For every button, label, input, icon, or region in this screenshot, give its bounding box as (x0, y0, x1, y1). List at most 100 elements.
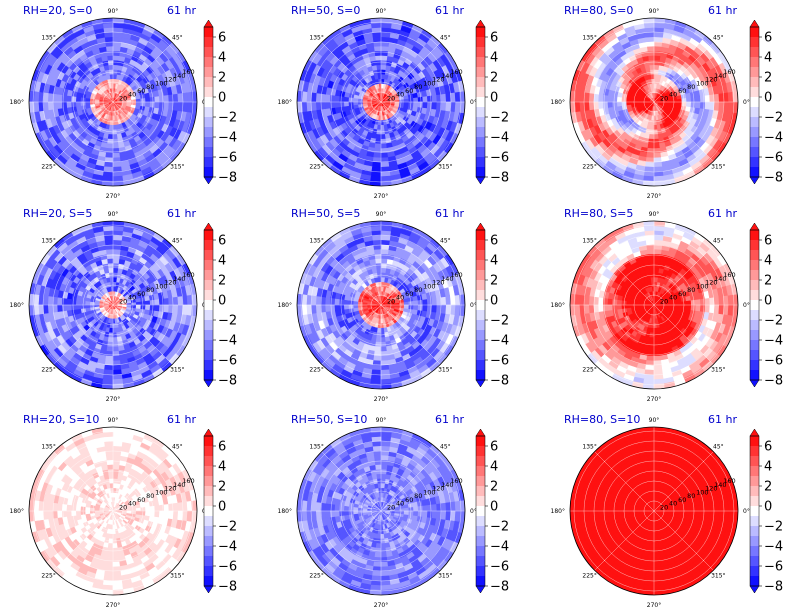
radial-tick-label: 80 (146, 83, 154, 91)
colorbar-segment (476, 107, 485, 118)
grid-spoke (112, 101, 173, 162)
colorbar-tick-label: 6 (764, 31, 772, 46)
angle-label: 180° (278, 99, 292, 106)
heat-cell (112, 73, 117, 80)
heat-cell (372, 239, 382, 246)
heat-cell (650, 323, 655, 329)
colorbar-tick-label: 4 (218, 51, 226, 66)
heat-cell (651, 115, 655, 121)
heat-cell (607, 95, 613, 103)
colorbar-segment (476, 117, 485, 128)
heat-cell (324, 101, 331, 110)
colorbar-segment (476, 320, 485, 331)
colorbar-segment (204, 167, 213, 178)
colorbar-segment (476, 230, 485, 241)
heat-cell (645, 36, 655, 43)
heat-cell (105, 147, 114, 154)
heat-cell (699, 101, 706, 110)
heat-cell (112, 239, 122, 246)
colorbar-segment (476, 260, 485, 271)
heat-cell (329, 94, 336, 103)
heat-cell (110, 115, 114, 121)
heat-cell (112, 50, 121, 57)
colorbar-segment (476, 330, 485, 341)
colorbar-segment (204, 67, 213, 78)
colorbar-tick-label: 4 (490, 51, 498, 66)
heat-cell (75, 96, 81, 103)
radial-tick-label: 60 (678, 87, 686, 95)
heat-cell (373, 50, 382, 57)
colorbar-segment (204, 370, 213, 381)
heat-cell (163, 94, 170, 103)
panel-title: RH=20, S=5 (23, 207, 92, 220)
heat-cell (112, 281, 117, 287)
angle-label: 315° (170, 366, 184, 373)
colorbar-segment (476, 157, 485, 168)
heat-cell (109, 323, 114, 329)
colorbar-segment (204, 117, 213, 128)
heat-cell (380, 281, 385, 287)
heat-cell (158, 94, 165, 103)
heat-cell (56, 94, 63, 103)
angle-label: 135° (41, 35, 55, 42)
colorbar-tick-label: −4 (764, 131, 783, 146)
radial-tick-label: 100 (423, 79, 435, 87)
angle-label: 180° (551, 99, 565, 106)
colorbar-segment (750, 27, 759, 38)
heat-cell (47, 101, 54, 111)
heat-cell (84, 98, 91, 103)
colorbar-segment (476, 340, 485, 351)
radial-tick-label: 160 (182, 271, 194, 279)
heat-cell (431, 101, 438, 110)
heat-cell (89, 301, 95, 306)
heat-cell (653, 73, 658, 80)
colorbar-segment (750, 97, 759, 108)
colorbar-extend-max (203, 222, 214, 231)
heat-cell (158, 297, 165, 306)
heat-cell (163, 297, 170, 306)
colorbar-segment (204, 37, 213, 48)
angle-label: 225° (309, 163, 323, 170)
colorbar-segment (750, 117, 759, 128)
heat-cell (650, 124, 655, 131)
colorbar-tick-label: 2 (490, 71, 498, 86)
heat-cell (373, 45, 382, 52)
colorbar-extend-max (749, 19, 760, 28)
heat-cell (135, 304, 142, 309)
heat-cell (440, 101, 447, 111)
heat-cell (650, 327, 655, 334)
panel-title: RH=80, S=0 (564, 4, 633, 17)
radial-tick-label: 80 (687, 83, 695, 91)
heat-cell (106, 143, 114, 149)
heat-cell (94, 302, 100, 306)
colorbar-segment (750, 157, 759, 168)
heat-cell (373, 152, 382, 159)
heat-cell (653, 45, 662, 52)
colorbar-tick-label: 4 (490, 254, 498, 269)
heat-cell (343, 299, 349, 306)
angle-label: 225° (41, 163, 55, 170)
heat-cell (112, 147, 121, 154)
heat-cell (112, 78, 117, 84)
heat-cell (374, 258, 382, 264)
heat-cell (61, 304, 68, 313)
colorbar-segment (750, 47, 759, 58)
colorbar-segment (750, 137, 759, 148)
heatmap-field (570, 18, 738, 186)
heat-cell (440, 296, 447, 306)
angle-label: 45° (440, 35, 451, 42)
grid-spoke (380, 101, 441, 162)
heat-cell (372, 36, 382, 43)
colorbar-tick-label: 6 (218, 234, 226, 249)
heat-cell (635, 99, 641, 103)
colorbar-segment (204, 137, 213, 148)
heat-cell (422, 304, 428, 312)
colorbar-tick-label: −8 (218, 374, 237, 389)
heat-cell (334, 304, 340, 312)
colorbar-tick-label: −4 (218, 334, 237, 349)
panel-time-label: 61 hr (435, 207, 464, 220)
colorbar-segment (204, 270, 213, 281)
radial-tick-label: 20 (119, 94, 127, 102)
heat-cell (112, 45, 121, 52)
